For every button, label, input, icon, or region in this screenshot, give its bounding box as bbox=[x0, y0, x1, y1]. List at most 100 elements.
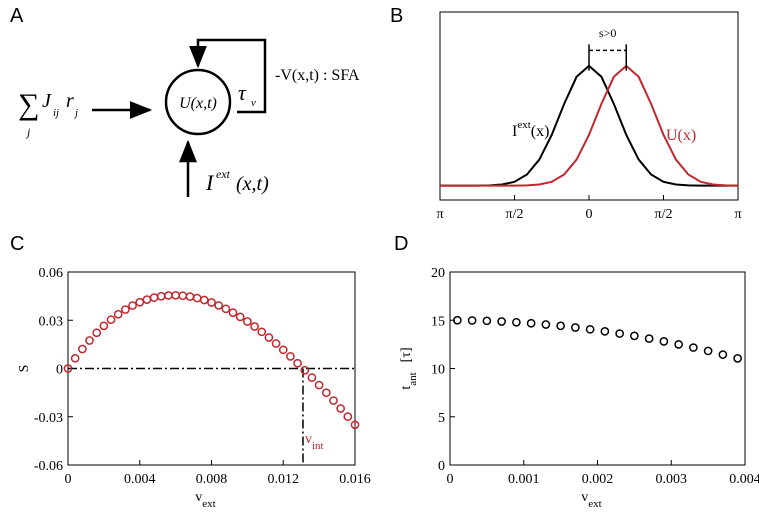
point bbox=[343, 412, 353, 421]
coupling-index: ij bbox=[53, 107, 59, 119]
x-axis-label-part: ext bbox=[588, 498, 601, 510]
series-label-part: ext bbox=[517, 119, 530, 131]
point bbox=[336, 404, 345, 413]
x-tick-label: π/2 bbox=[655, 207, 673, 222]
point bbox=[128, 301, 137, 310]
y-tick-label: 0 bbox=[56, 363, 63, 378]
point bbox=[659, 337, 669, 346]
point bbox=[78, 344, 87, 354]
point bbox=[63, 364, 73, 373]
point bbox=[185, 292, 195, 301]
y-axis-label: tant [τ] bbox=[399, 347, 419, 389]
tau-sub: v bbox=[251, 97, 256, 109]
y-tick-label: 20 bbox=[431, 266, 445, 281]
point bbox=[482, 316, 492, 326]
point bbox=[526, 318, 536, 328]
point bbox=[178, 291, 188, 301]
point bbox=[615, 329, 624, 338]
x-tick-label: 0 bbox=[586, 207, 593, 222]
external-symbol: I bbox=[205, 170, 215, 195]
y-tick-label: 15 bbox=[431, 314, 445, 329]
x-axis-label-part: v bbox=[195, 490, 202, 505]
y-axis-label-part: S bbox=[17, 365, 32, 373]
point bbox=[92, 328, 102, 338]
rate-index: j bbox=[73, 107, 78, 119]
point bbox=[264, 333, 274, 342]
x-axis-label-part: v bbox=[581, 490, 588, 505]
panel-label: D bbox=[394, 233, 408, 255]
point bbox=[135, 297, 145, 307]
reference-label-part: int bbox=[312, 440, 324, 452]
point bbox=[556, 321, 565, 331]
point bbox=[286, 352, 295, 361]
x-tick-label: 0.004 bbox=[124, 472, 156, 487]
point bbox=[156, 291, 166, 301]
point bbox=[300, 365, 310, 375]
point bbox=[250, 322, 259, 331]
panel-label: C bbox=[10, 233, 24, 255]
series-label-part: (x) bbox=[531, 123, 550, 140]
y-axis-label-part: t bbox=[399, 386, 414, 390]
reference-label-part: v bbox=[305, 432, 312, 447]
point bbox=[314, 380, 324, 390]
sum-index: j bbox=[25, 125, 31, 139]
sum-symbol: ∑ bbox=[18, 88, 39, 121]
series-label: Iext(x) bbox=[512, 119, 549, 140]
node-label: U(x,t) bbox=[179, 95, 217, 112]
x-tick-label: 0 bbox=[447, 472, 454, 487]
point bbox=[571, 323, 580, 332]
tau: τ bbox=[238, 80, 247, 105]
point bbox=[142, 295, 152, 304]
point bbox=[164, 291, 173, 300]
plot-frame bbox=[439, 11, 739, 201]
point bbox=[106, 315, 116, 325]
y-tick-label: 5 bbox=[438, 411, 445, 426]
point bbox=[293, 358, 302, 368]
diagram: ∑ j J ij r j U(x,t) τ v -V(x,t) : SFA I … bbox=[18, 38, 360, 197]
point bbox=[718, 350, 728, 359]
x-tick-label: 0.003 bbox=[656, 472, 688, 487]
panel-label: A bbox=[10, 5, 24, 27]
point bbox=[453, 315, 462, 325]
panel-label: B bbox=[390, 5, 403, 27]
point bbox=[307, 373, 317, 382]
plot-frame bbox=[449, 271, 746, 466]
point bbox=[350, 420, 360, 430]
point bbox=[689, 343, 698, 352]
curve bbox=[440, 64, 738, 187]
y-axis-label-part: ant bbox=[407, 372, 419, 385]
point bbox=[171, 290, 180, 300]
rate: r bbox=[66, 90, 74, 112]
series-label: U(x) bbox=[666, 127, 696, 144]
point bbox=[113, 309, 123, 319]
x-tick-label: π bbox=[436, 207, 443, 222]
point bbox=[630, 331, 639, 341]
point bbox=[214, 301, 224, 310]
x-axis-label: vext bbox=[195, 490, 215, 510]
point bbox=[99, 321, 109, 331]
x-tick-label: 0.016 bbox=[339, 472, 371, 487]
point bbox=[271, 339, 281, 348]
x-tick-label: 0 bbox=[65, 472, 72, 487]
series-label-part: I bbox=[512, 123, 517, 140]
curve bbox=[440, 64, 739, 187]
point bbox=[70, 353, 80, 363]
x-tick-label: 0.008 bbox=[196, 472, 228, 487]
x-tick-label: 0.004 bbox=[729, 472, 759, 487]
point bbox=[85, 336, 94, 345]
y-axis-label: S bbox=[17, 365, 32, 373]
feedback-label: -V(x,t) : SFA bbox=[275, 67, 360, 84]
x-axis-label: vext bbox=[581, 490, 601, 510]
point bbox=[467, 316, 477, 325]
point bbox=[497, 317, 506, 326]
y-tick-label: -0.03 bbox=[34, 411, 63, 426]
x-tick-label: 0.012 bbox=[268, 472, 300, 487]
point bbox=[121, 305, 130, 314]
point bbox=[149, 293, 159, 302]
coupling: J bbox=[42, 90, 52, 112]
point bbox=[644, 334, 654, 343]
external-args: (x,t) bbox=[236, 173, 269, 195]
point bbox=[221, 304, 231, 314]
point bbox=[257, 327, 267, 337]
